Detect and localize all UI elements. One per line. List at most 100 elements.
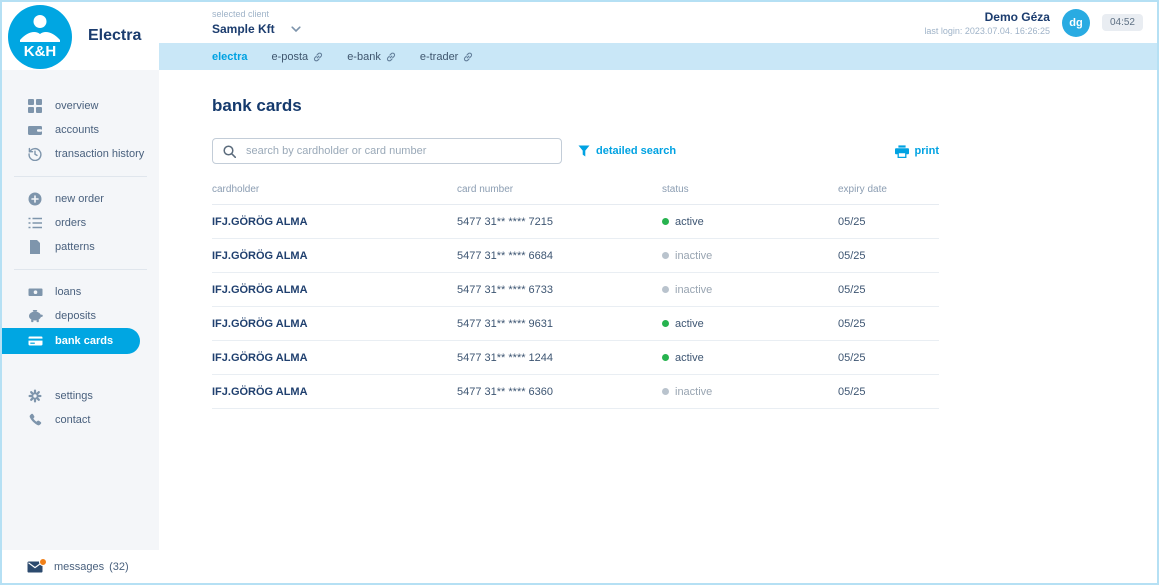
tab-e-posta[interactable]: e-posta (271, 51, 323, 63)
tab-electra[interactable]: electra (212, 51, 247, 63)
sidebar-item-label: new order (55, 193, 104, 205)
table-row[interactable]: IFJ.GÖRÖG ALMA 5477 31** **** 1244 active 0… (212, 341, 939, 375)
tab-label: e-trader (419, 50, 459, 63)
sidebar-group: loans deposits bank cards (2, 280, 159, 354)
sidebar-item-label: loans (55, 286, 82, 298)
sidebar-item-settings[interactable]: settings (2, 384, 159, 408)
svg-text:K&H: K&H (24, 43, 57, 60)
sidebar-group: overview accounts transaction history (2, 94, 159, 166)
sidebar-divider (14, 176, 147, 177)
tab-label: electra (212, 50, 248, 63)
tab-e-bank[interactable]: e-bank (347, 51, 396, 63)
list-icon (27, 216, 43, 230)
sidebar-item-deposits[interactable]: deposits (2, 304, 159, 328)
messages-count: (32) (109, 560, 129, 573)
sidebar-item-accounts[interactable]: accounts (2, 118, 159, 142)
table-row[interactable]: IFJ.GÖRÖG ALMA 5477 31** **** 6360 inactiv… (212, 375, 939, 409)
card-number-cell: 5477 31** **** 9631 (457, 317, 554, 330)
sidebar-group: settings contact (2, 384, 159, 432)
sidebar-item-contact[interactable]: contact (2, 408, 159, 432)
status-dot-icon (662, 320, 669, 328)
page-title: bank cards (212, 96, 302, 115)
column-header: cardholder (212, 184, 260, 195)
top-bar: selected client Sample Kft Demo Géza las… (159, 2, 1157, 43)
link-icon (313, 52, 323, 62)
tab-bar: electra e-posta e-bank e-trader (159, 43, 1157, 70)
sidebar-item-label: deposits (55, 310, 96, 322)
toolbar: detailed search print (212, 138, 939, 164)
plus-circle-icon (27, 192, 43, 206)
status-badge: active (675, 317, 704, 330)
sidebar-item-label: transaction history (55, 148, 145, 160)
piggy-bank-icon (27, 309, 43, 323)
status-cell: active (662, 318, 838, 330)
client-selector[interactable]: selected client Sample Kft (212, 9, 301, 36)
sidebar-divider (14, 269, 147, 270)
cardholder-cell: IFJ.GÖRÖG ALMA (212, 249, 308, 262)
search-icon (223, 144, 236, 158)
sidebar-item-loans[interactable]: loans (2, 280, 159, 304)
messages-label: messages (54, 560, 105, 573)
expiry-date-cell: 05/25 (838, 283, 866, 296)
sidebar-item-patterns[interactable]: patterns (2, 235, 159, 259)
sidebar-item-bank-cards[interactable]: bank cards (2, 328, 140, 354)
status-dot-icon (662, 388, 669, 396)
card-number-cell: 5477 31** **** 7215 (457, 215, 554, 228)
table-row[interactable]: IFJ.GÖRÖG ALMA 5477 31** **** 6684 inactiv… (212, 239, 939, 273)
sidebar-item-orders[interactable]: orders (2, 211, 159, 235)
status-badge: inactive (675, 249, 713, 262)
status-cell: inactive (662, 386, 838, 398)
detailed-search-label: detailed search (596, 145, 677, 157)
selected-client-label: selected client (212, 9, 270, 19)
detailed-search-button[interactable]: detailed search (578, 145, 676, 157)
tab-e-trader[interactable]: e-trader (420, 51, 474, 63)
expiry-date-cell: 05/25 (838, 385, 866, 398)
cardholder-cell: IFJ.GÖRÖG ALMA (212, 317, 308, 330)
table-body: IFJ.GÖRÖG ALMA 5477 31** **** 7215 active 0… (212, 205, 939, 409)
session-timer: 04:52 (1101, 14, 1143, 31)
cardholder-cell: IFJ.GÖRÖG ALMA (212, 385, 308, 398)
status-dot-icon (662, 286, 669, 294)
cardholder-cell: IFJ.GÖRÖG ALMA (212, 351, 308, 364)
table-row[interactable]: IFJ.GÖRÖG ALMA 5477 31** **** 6733 inactiv… (212, 273, 939, 307)
wallet-icon (27, 123, 43, 137)
sidebar-item-transaction-history[interactable]: transaction history (2, 142, 159, 166)
footer: messages (32) (2, 550, 1157, 583)
status-badge: inactive (675, 283, 713, 296)
sidebar-group: new order orders patterns (2, 187, 159, 259)
selected-client-name: Sample Kft (212, 22, 275, 36)
sidebar-item-label: accounts (55, 124, 100, 136)
search-input[interactable] (244, 144, 551, 158)
printer-icon (894, 144, 909, 158)
expiry-date-cell: 05/25 (838, 215, 866, 228)
app-title: Electra (88, 27, 142, 44)
status-badge: inactive (675, 385, 713, 398)
avatar: dg (1061, 8, 1090, 37)
card-number-cell: 5477 31** **** 1244 (457, 351, 554, 364)
status-badge: active (675, 351, 704, 364)
last-login: last login: 2023.07.04. 16:26:25 (924, 25, 1050, 36)
table-row[interactable]: IFJ.GÖRÖG ALMA 5477 31** **** 9631 active 0… (212, 307, 939, 341)
sidebar-item-label: bank cards (55, 335, 114, 347)
status-dot-icon (662, 218, 669, 226)
table-row[interactable]: IFJ.GÖRÖG ALMA 5477 31** **** 7215 active 0… (212, 205, 939, 239)
main-content: bank cards detailed search (159, 70, 1157, 550)
table-header-row: cardholder card number status expiry date (212, 178, 939, 205)
status-cell: active (662, 216, 838, 228)
bank-cards-table: cardholder card number status expiry date I… (212, 178, 939, 409)
phone-icon (27, 413, 43, 427)
print-button[interactable]: print (894, 144, 939, 158)
card-number-cell: 5477 31** **** 6733 (457, 283, 554, 296)
sidebar-item-overview[interactable]: overview (2, 94, 159, 118)
tab-label: e-posta (271, 50, 309, 63)
sidebar-item-new-order[interactable]: new order (2, 187, 159, 211)
envelope-icon (27, 557, 47, 573)
sidebar-item-label: settings (55, 390, 93, 402)
search-box[interactable] (212, 138, 562, 164)
messages-button[interactable]: messages (32) (27, 557, 129, 573)
sidebar-item-label: contact (55, 414, 91, 426)
credit-card-icon (27, 334, 43, 348)
status-cell: inactive (662, 284, 838, 296)
sidebar-item-label: patterns (55, 241, 95, 253)
